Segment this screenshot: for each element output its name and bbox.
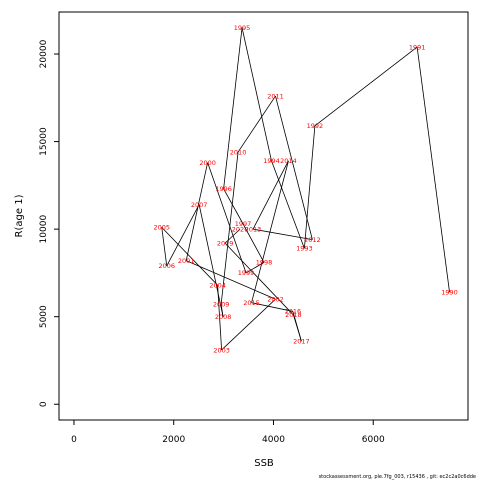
series-segment	[252, 228, 313, 241]
y-tick-label: 5000	[39, 305, 49, 328]
point-year-label: 2010	[230, 148, 247, 156]
point-year-label: 2019	[217, 239, 234, 247]
point-year-label: 2013	[245, 225, 262, 233]
series-segment	[220, 152, 239, 305]
series-segment	[221, 298, 276, 351]
series-segment	[245, 262, 265, 274]
point-year-label: 1993	[296, 245, 313, 253]
plot-frame	[58, 11, 469, 421]
point-year-label: 2000	[199, 159, 216, 167]
series-segment	[242, 223, 265, 263]
point-year-label: 2011	[267, 92, 284, 100]
point-year-label: 2014	[280, 157, 297, 165]
series-segment	[237, 95, 276, 153]
point-year-label: 1995	[234, 24, 251, 32]
series-segment	[161, 227, 168, 266]
y-tick-label: 15000	[39, 127, 49, 156]
series-segment	[304, 125, 316, 249]
point-year-label: 1996	[215, 185, 232, 193]
point-year-label: 2015	[243, 299, 260, 307]
series-segment	[314, 46, 418, 127]
point-year-label: 2005	[153, 224, 170, 232]
series-segment	[416, 46, 450, 293]
point-year-label: 1999	[238, 269, 255, 277]
point-year-label: 2002	[267, 295, 284, 303]
point-year-label: 2003	[213, 346, 230, 354]
point-year-label: 2001	[178, 257, 195, 265]
series-segment	[293, 314, 302, 342]
series-segment	[161, 227, 218, 286]
y-axis: 0 5000 10000 15000 20000	[39, 39, 59, 407]
x-tick-label: 0	[71, 435, 77, 445]
point-year-label: 2004	[209, 281, 226, 289]
series-segment	[166, 204, 200, 267]
y-axis-title: R(age 1)	[14, 194, 25, 237]
point-year-label: 1991	[409, 43, 426, 51]
series-segment	[224, 242, 294, 316]
point-year-label: 2017	[293, 338, 310, 346]
series-segment	[251, 160, 289, 303]
point-year-label: 1990	[441, 288, 458, 296]
point-year-label: 2008	[215, 313, 232, 321]
footer-note: stockassessment.org, ple.7fg_003, r15436…	[319, 474, 476, 480]
point-year-label: 2020	[232, 225, 249, 233]
series-segment	[207, 162, 247, 274]
series-segment	[185, 162, 209, 261]
series-segment	[223, 27, 243, 189]
point-year-label: 2007	[191, 201, 208, 209]
x-tick-label: 2000	[162, 435, 185, 445]
series-segment	[271, 160, 305, 249]
series-path	[161, 27, 450, 351]
series-segment	[223, 188, 244, 225]
series-segment	[241, 27, 272, 161]
x-axis-title: SSB	[254, 458, 274, 469]
y-tick-label: 0	[39, 401, 49, 407]
series-segment	[198, 204, 224, 317]
point-year-label: 1998	[256, 259, 273, 267]
x-tick-label: 4000	[262, 435, 285, 445]
point-year-label: 1997	[235, 220, 252, 228]
point-year-label: 2018	[285, 311, 302, 319]
series-segment	[220, 304, 224, 317]
y-tick-label: 20000	[39, 39, 49, 68]
point-labels: 1990 1991 1992 1993 1994 1995 1996 1997 19981999…	[153, 24, 457, 354]
point-year-label: 2016	[285, 308, 302, 316]
y-tick-label: 10000	[39, 215, 49, 244]
series-segment	[252, 160, 289, 230]
point-year-label: 1992	[307, 122, 324, 130]
series-segment	[275, 95, 313, 240]
x-tick-label: 6000	[362, 435, 385, 445]
point-year-label: 1994	[263, 157, 280, 165]
series-segment	[224, 228, 241, 244]
point-year-label: 2006	[158, 262, 175, 270]
series-segment	[251, 302, 294, 312]
x-axis: 0 2000 4000 6000	[71, 419, 385, 445]
point-year-label: 2012	[304, 236, 321, 244]
series-segment	[186, 260, 276, 300]
point-year-label: 2009	[213, 301, 230, 309]
